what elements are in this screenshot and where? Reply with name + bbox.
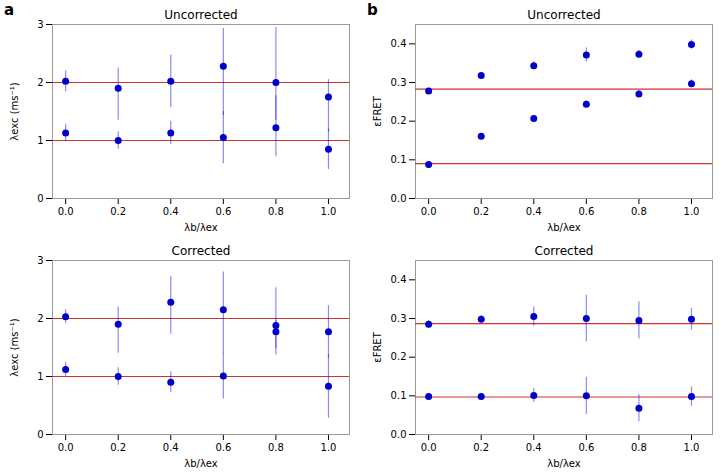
svg-text:λb/λex: λb/λex: [547, 222, 581, 233]
svg-text:1.0: 1.0: [321, 442, 337, 453]
svg-text:0.2: 0.2: [110, 206, 126, 217]
svg-text:0.0: 0.0: [391, 193, 407, 204]
svg-text:0.1: 0.1: [391, 390, 407, 401]
svg-text:2: 2: [37, 313, 43, 324]
svg-text:εFRET: εFRET: [372, 331, 383, 362]
svg-text:0.4: 0.4: [391, 274, 407, 285]
svg-text:0.2: 0.2: [473, 442, 489, 453]
svg-text:0.4: 0.4: [163, 442, 179, 453]
svg-text:0.8: 0.8: [268, 206, 284, 217]
svg-text:0.1: 0.1: [391, 154, 407, 165]
svg-text:3: 3: [37, 255, 43, 266]
svg-text:0.4: 0.4: [526, 442, 542, 453]
svg-text:Corrected: Corrected: [535, 244, 594, 258]
svg-text:0.0: 0.0: [421, 206, 437, 217]
svg-text:0.4: 0.4: [391, 38, 407, 49]
svg-text:0: 0: [37, 193, 43, 204]
svg-text:0: 0: [37, 429, 43, 440]
svg-text:Uncorrected: Uncorrected: [164, 8, 237, 22]
svg-text:λb/λex: λb/λex: [184, 222, 218, 233]
svg-text:Corrected: Corrected: [172, 244, 231, 258]
svg-text:0.2: 0.2: [391, 115, 407, 126]
svg-text:0.0: 0.0: [391, 429, 407, 440]
svg-text:0.6: 0.6: [578, 206, 594, 217]
svg-text:λb/λex: λb/λex: [184, 458, 218, 469]
svg-text:1: 1: [37, 371, 43, 382]
svg-text:0.6: 0.6: [578, 442, 594, 453]
svg-text:εFRET: εFRET: [372, 95, 383, 126]
html-text:a: a: [4, 1, 15, 19]
svg-text:1.0: 1.0: [684, 442, 700, 453]
svg-text:0.3: 0.3: [391, 313, 407, 324]
html-text:b: b: [367, 1, 378, 19]
svg-text:0.8: 0.8: [268, 442, 284, 453]
svg-text:λexc (ms⁻¹): λexc (ms⁻¹): [9, 82, 20, 140]
svg-text:0.2: 0.2: [473, 206, 489, 217]
svg-text:0.0: 0.0: [58, 442, 74, 453]
svg-text:0.4: 0.4: [163, 206, 179, 217]
svg-text:0.4: 0.4: [526, 206, 542, 217]
svg-text:1.0: 1.0: [321, 206, 337, 217]
svg-text:λexc (ms⁻¹): λexc (ms⁻¹): [9, 318, 20, 376]
svg-text:1: 1: [37, 135, 43, 146]
svg-text:1.0: 1.0: [684, 206, 700, 217]
svg-text:0.0: 0.0: [58, 206, 74, 217]
svg-text:λb/λex: λb/λex: [547, 458, 581, 469]
svg-text:0.2: 0.2: [391, 351, 407, 362]
svg-text:2: 2: [37, 77, 43, 88]
svg-text:0.8: 0.8: [631, 442, 647, 453]
svg-text:0.6: 0.6: [215, 206, 231, 217]
svg-text:3: 3: [37, 19, 43, 30]
svg-text:0.0: 0.0: [421, 442, 437, 453]
svg-text:0.2: 0.2: [110, 442, 126, 453]
svg-text:0.8: 0.8: [631, 206, 647, 217]
svg-text:0.3: 0.3: [391, 77, 407, 88]
svg-text:0.6: 0.6: [215, 442, 231, 453]
svg-text:Uncorrected: Uncorrected: [527, 8, 600, 22]
